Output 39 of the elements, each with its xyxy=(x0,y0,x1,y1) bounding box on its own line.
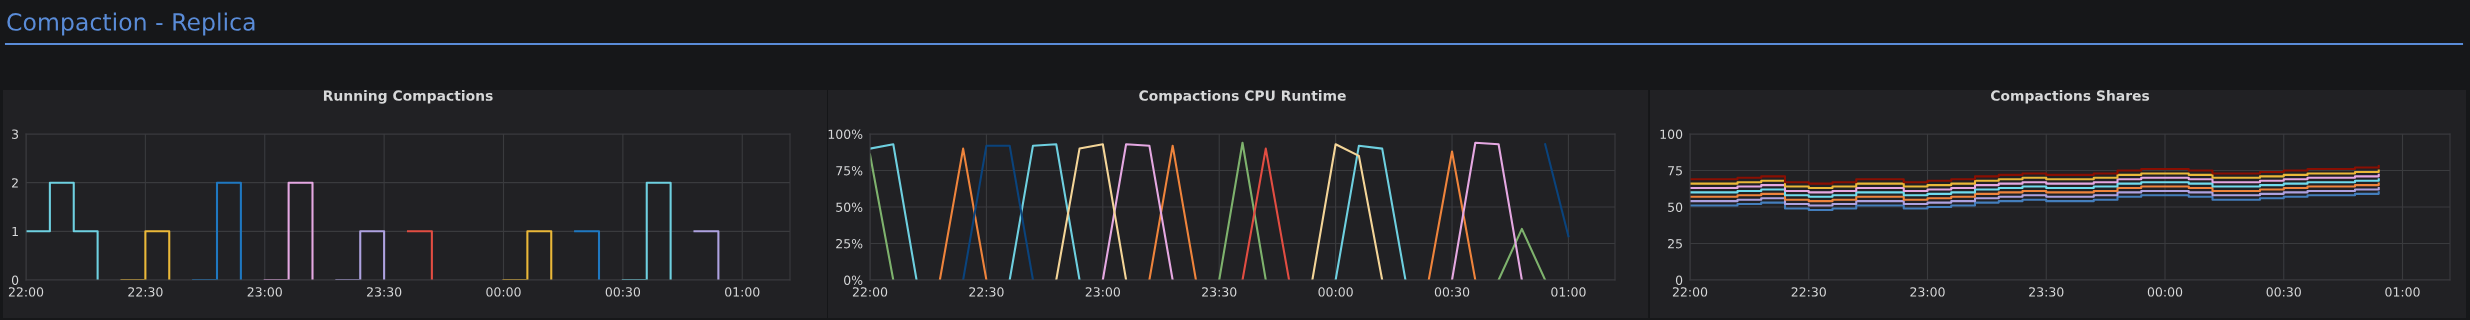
x-tick-label: 00:00 xyxy=(1318,287,1353,297)
x-tick-label: 00:30 xyxy=(605,287,641,297)
y-tick-label: 0% xyxy=(844,275,863,285)
x-tick-label: 23:00 xyxy=(247,287,282,297)
y-tick-label: 75% xyxy=(836,165,863,176)
x-tick-label: 22:30 xyxy=(128,287,163,297)
x-tick-label: 01:00 xyxy=(1551,287,1586,297)
y-tick-label: 75 xyxy=(1668,166,1682,176)
x-tick-label: 22:00 xyxy=(1672,287,1708,297)
y-tick-label: 50 xyxy=(1668,202,1683,212)
y-tick-label: 3 xyxy=(12,129,19,139)
x-tick-label: 22:30 xyxy=(969,287,1004,297)
x-tick-label: 23:00 xyxy=(1910,287,1945,297)
x-tick-label: 23:30 xyxy=(1202,287,1237,297)
y-tick-label: 2 xyxy=(12,178,18,188)
y-tick-label: 100% xyxy=(828,129,863,139)
x-tick-label: 01:00 xyxy=(2385,287,2420,297)
y-tick-label: 0 xyxy=(1675,275,1683,285)
x-tick-label: 22:00 xyxy=(8,287,44,297)
x-tick-label: 00:30 xyxy=(1434,287,1470,297)
x-tick-label: 23:30 xyxy=(367,287,402,297)
y-tick-label: 50% xyxy=(836,202,863,212)
chart-title: Running Compactions xyxy=(323,90,493,104)
y-tick-label: 1 xyxy=(12,226,18,237)
x-tick-label: 00:00 xyxy=(2147,287,2183,297)
x-tick-label: 00:30 xyxy=(2266,287,2301,297)
text: Compaction - Replica xyxy=(7,12,255,36)
x-tick-label: 01:00 xyxy=(725,287,760,297)
x-tick-label: 23:30 xyxy=(2029,287,2064,297)
x-tick-label: 22:00 xyxy=(852,287,888,297)
y-tick-label: 100 xyxy=(1660,129,1683,139)
x-tick-label: 23:00 xyxy=(1085,287,1120,297)
y-tick-label: 25% xyxy=(836,238,863,249)
y-tick-label: 25 xyxy=(1668,238,1682,249)
chart-title: Compactions CPU Runtime xyxy=(1139,90,1346,104)
chart-title: Compactions Shares xyxy=(1990,90,2150,104)
y-tick-label: 0 xyxy=(11,275,19,285)
x-tick-label: 22:30 xyxy=(1791,287,1826,297)
x-tick-label: 00:00 xyxy=(486,287,521,297)
